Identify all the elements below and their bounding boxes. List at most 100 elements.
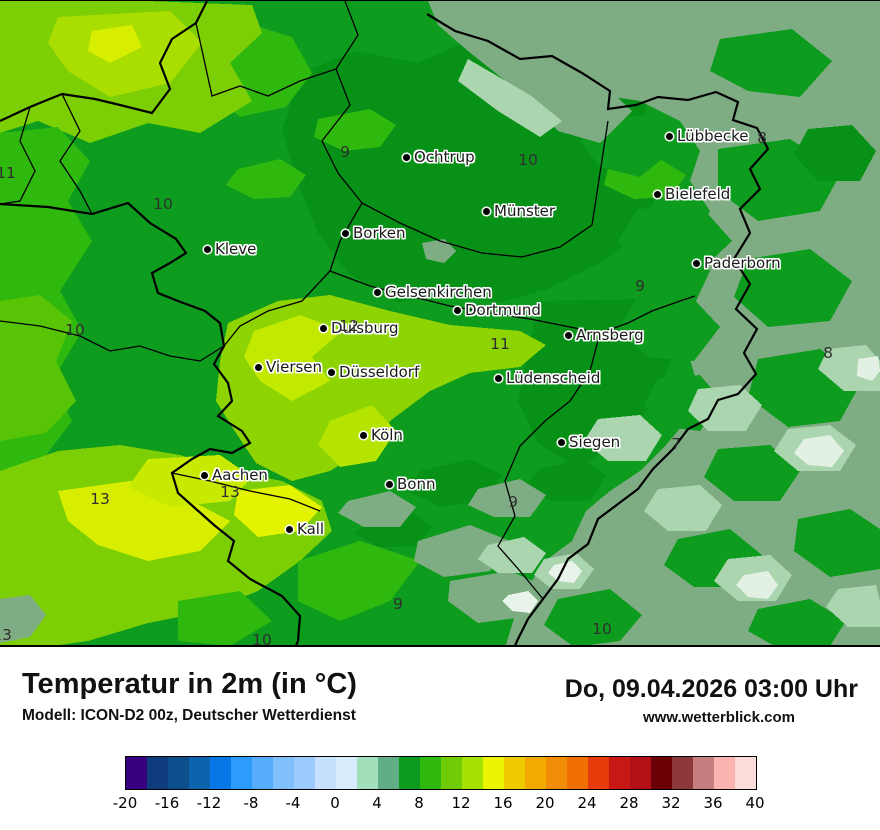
city-label: Köln [371,426,403,444]
city-dot-icon [557,438,565,446]
colorbar-tick-label: 20 [535,794,555,812]
colorbar-segment [252,757,273,789]
city-dot-icon [359,431,367,439]
city-layer: Ochtrup Münster Lübbecke Bielefeld Kleve Bork… [0,1,880,645]
city-dot-icon [341,229,349,237]
city-dot-icon [453,306,461,314]
city-dot-icon [385,480,393,488]
city-dot-icon [402,153,410,161]
temperature-value-label: 7 [671,435,681,453]
colorbar-tick-label: 40 [745,794,765,812]
temperature-value-label: 8 [823,344,833,362]
temperature-value-label: 9 [393,595,403,613]
colorbar-segment [126,757,147,789]
city-dot-icon [692,259,700,267]
page-title: Temperatur in 2m (in °C) [22,668,357,700]
city-dot-icon [319,324,327,332]
city-dot-icon [482,207,490,215]
city-label: Kall [297,520,325,538]
colorbar-segment [567,757,588,789]
temperature-colorbar [125,756,757,790]
website-label: www.wetterblick.com [643,709,795,726]
city-label: Siegen [569,433,621,451]
city-label: Viersen [266,358,323,376]
colorbar-tick-labels: -20 -16 -12 -8 -4 0 4 8 12 16 20 24 28 32 36 40 [113,794,765,814]
colorbar-segment [420,757,441,789]
colorbar-segment [315,757,336,789]
temperature-value-label: 9 [340,143,350,161]
temperature-value-label: 13 [220,483,240,501]
colorbar-segment [189,757,210,789]
colorbar-segment [651,757,672,789]
colorbar-segment [735,757,756,789]
city-dot-icon [285,525,293,533]
colorbar-segment [441,757,462,789]
city-label: Dortmund [465,301,541,319]
city-label: Ochtrup [414,148,475,166]
colorbar-tick-label: 12 [451,794,471,812]
city-dot-icon [494,374,502,382]
temperature-value-label: 9 [635,277,645,295]
colorbar-segment [294,757,315,789]
colorbar-segment [231,757,252,789]
forecast-datetime: Do, 09.04.2026 03:00 Uhr [564,675,858,703]
colorbar-tick-label: 0 [330,794,340,812]
city-dot-icon [254,363,262,371]
colorbar-segment [630,757,651,789]
colorbar-segment [672,757,693,789]
colorbar-segment [714,757,735,789]
colorbar-tick-label: -16 [154,794,180,812]
temperature-value-label: 10 [592,620,612,638]
colorbar-tick-label: 8 [414,794,424,812]
colorbar-tick-label: -8 [243,794,259,812]
temperature-map: Ochtrup Münster Lübbecke Bielefeld Kleve Bork… [0,0,880,647]
city-dot-icon [327,368,335,376]
city-dot-icon [653,190,661,198]
colorbar-segment [462,757,483,789]
temperature-label-layer: 11 10 9 10 8 9 10 12 11 8 7 13 13 9 9 10 10 13 [0,1,880,645]
city-label: Düsseldorf [339,363,420,381]
colorbar-segment [483,757,504,789]
city-dot-icon [203,245,211,253]
model-subtitle: Modell: ICON-D2 00z, Deutscher Wetterdie… [22,707,356,724]
colorbar-segment [525,757,546,789]
colorbar-segment [273,757,294,789]
city-label: Lüdenscheid [506,369,601,387]
city-dot-icon [373,288,381,296]
temperature-value-label: 11 [0,164,16,182]
colorbar-segment [609,757,630,789]
temperature-value-label: 8 [757,129,767,147]
colorbar-segment [210,757,231,789]
city-dot-icon [665,132,673,140]
colorbar-segment [588,757,609,789]
temperature-value-label: 13 [90,490,110,508]
city-label: Bielefeld [665,185,731,203]
city-label: Duisburg [331,319,399,337]
city-label: Lübbecke [677,127,749,145]
temperature-value-label: 10 [153,195,173,213]
temperature-value-label: 10 [518,151,538,169]
colorbar-tick-label: -12 [196,794,222,812]
colorbar-segment [399,757,420,789]
temperature-value-label: 12 [339,317,359,335]
city-label: Arnsberg [576,326,644,344]
colorbar-tick-label: -20 [112,794,138,812]
temperature-value-label: 9 [508,493,518,511]
city-label: Borken [353,224,406,242]
colorbar-tick-label: 28 [619,794,639,812]
temperature-value-label: 10 [65,321,85,339]
district-borders [0,1,696,600]
colorbar-segment [147,757,168,789]
city-label: Münster [494,202,556,220]
temperature-value-label: 11 [490,335,510,353]
colorbar-tick-label: -4 [285,794,301,812]
colorbar-segment [168,757,189,789]
city-label: Gelsenkirchen [385,283,492,301]
city-dot-icon [200,471,208,479]
colorbar-segment [504,757,525,789]
city-label: Kleve [215,240,257,258]
colorbar-tick-label: 4 [372,794,382,812]
colorbar-segment [546,757,567,789]
colorbar-tick-label: 32 [661,794,681,812]
